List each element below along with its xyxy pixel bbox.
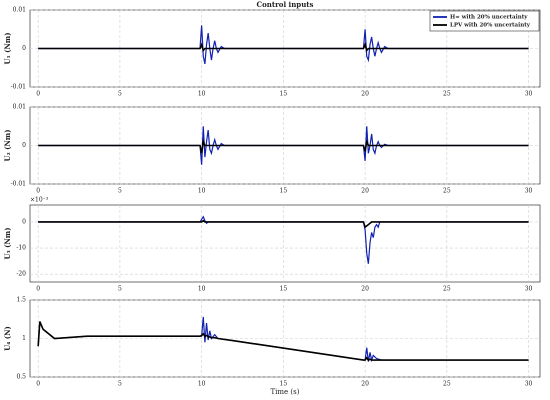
y-axis-label: U₁ (Nm) [3,32,12,64]
series-line [38,219,529,229]
x-tick-label: 10 [198,91,206,98]
x-tick-label: 15 [280,188,288,195]
y-tick-label: 1 [22,335,26,342]
y-axis-label: U₄ (N) [3,326,12,351]
axis-multiplier: ×10⁻³ [30,197,49,204]
y-tick-label: -0.01 [11,84,26,91]
y-tick-label: 0.01 [13,104,26,111]
x-tick-label: 30 [525,188,533,195]
x-tick-label: 0 [36,381,40,388]
x-tick-label: 0 [36,286,40,293]
chart-title: Control inputs [257,0,314,9]
y-tick-label: 0 [22,218,26,225]
x-tick-label: 30 [525,381,533,388]
y-axis-label: U₂ (Nm) [3,129,12,161]
y-axis-label: U₃ (Nm) [3,227,12,259]
x-tick-label: 0 [36,91,40,98]
y-tick-label: 0 [22,142,26,149]
x-tick-label: 15 [280,91,288,98]
x-tick-label: 30 [525,286,533,293]
legend-label: LPV with 20% uncertainty [450,23,531,29]
x-tick-label: 5 [118,381,122,388]
x-tick-label: 25 [443,381,451,388]
y-tick-label: -0.01 [11,181,26,188]
series-line [38,42,529,53]
x-tick-label: 10 [198,188,206,195]
x-tick-label: 30 [525,91,533,98]
legend-box [429,10,540,32]
x-tick-label: 5 [118,286,122,293]
x-tick-label: 25 [443,188,451,195]
x-axis-label: Time (s) [271,388,300,396]
y-tick-label: 0.5 [16,374,26,381]
y-tick-label: -10 [16,245,26,252]
x-tick-label: 20 [361,188,369,195]
x-tick-label: 25 [443,91,451,98]
x-tick-label: 10 [198,286,206,293]
y-tick-label: 1.5 [16,297,26,304]
x-tick-label: 20 [361,286,369,293]
x-tick-label: 15 [280,286,288,293]
y-tick-label: -20 [16,271,26,278]
y-tick-label: 0 [22,45,26,52]
x-tick-label: 15 [280,381,288,388]
x-tick-label: 5 [118,188,122,195]
legend-label: H∞ with 20% uncertainty [450,15,528,21]
x-tick-label: 25 [443,286,451,293]
x-tick-label: 0 [36,188,40,195]
y-tick-label: 0.01 [13,7,26,14]
series-line [37,321,529,362]
x-tick-label: 20 [361,91,369,98]
series-line [38,138,529,154]
x-tick-label: 10 [198,381,206,388]
axes-box [29,204,541,283]
x-tick-label: 5 [118,91,122,98]
x-tick-label: 20 [361,381,369,388]
